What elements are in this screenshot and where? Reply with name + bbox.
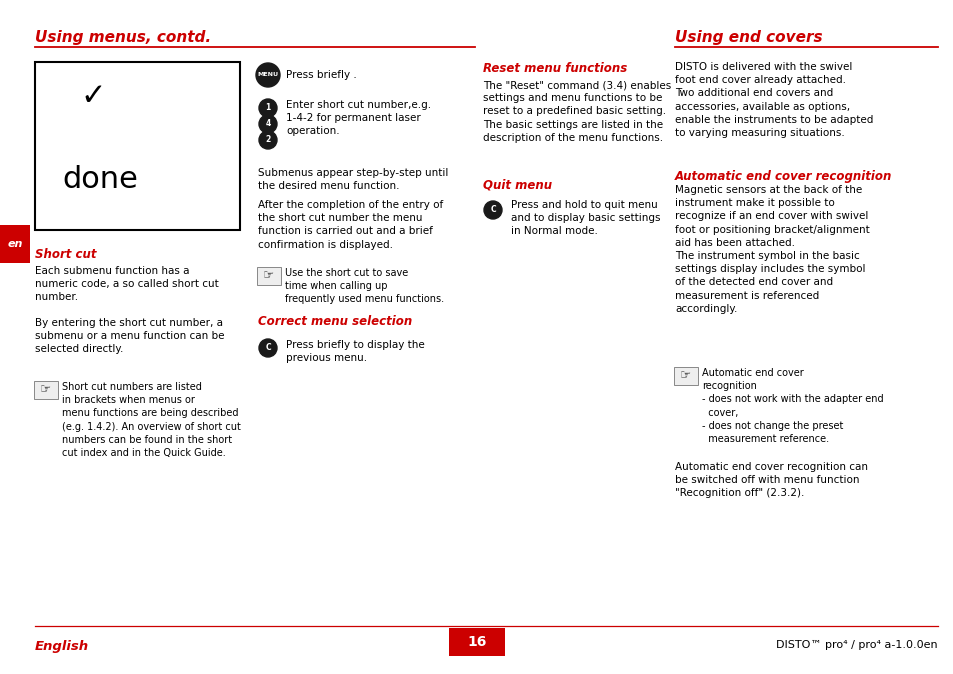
Text: C: C <box>265 344 271 353</box>
Text: Automatic end cover
recognition
- does not work with the adapter end
  cover,
- : Automatic end cover recognition - does n… <box>701 368 882 444</box>
Text: Magnetic sensors at the back of the
instrument make it possible to
recognize if : Magnetic sensors at the back of the inst… <box>675 185 869 314</box>
Text: done: done <box>62 165 138 194</box>
Text: English: English <box>35 640 89 653</box>
FancyBboxPatch shape <box>256 267 281 285</box>
Circle shape <box>258 131 276 149</box>
Text: Enter short cut number,e.g.
1-4-2 for permanent laser
operation.: Enter short cut number,e.g. 1-4-2 for pe… <box>286 100 431 136</box>
Text: C: C <box>490 206 496 214</box>
Circle shape <box>255 63 280 87</box>
FancyBboxPatch shape <box>449 628 504 656</box>
Text: Each submenu function has a
numeric code, a so called short cut
number.: Each submenu function has a numeric code… <box>35 266 218 303</box>
Text: ☞: ☞ <box>40 384 51 396</box>
Circle shape <box>483 201 501 219</box>
Text: Press briefly to display the
previous menu.: Press briefly to display the previous me… <box>286 340 424 363</box>
FancyBboxPatch shape <box>0 225 30 263</box>
Text: Correct menu selection: Correct menu selection <box>257 315 412 328</box>
Text: The "Reset" command (3.4) enables
settings and menu functions to be
reset to a p: The "Reset" command (3.4) enables settin… <box>482 80 671 143</box>
Text: By entering the short cut number, a
submenu or a menu function can be
selected d: By entering the short cut number, a subm… <box>35 318 224 355</box>
Text: Press and hold to quit menu
and to display basic settings
in Normal mode.: Press and hold to quit menu and to displ… <box>511 200 659 237</box>
Text: Reset menu functions: Reset menu functions <box>482 62 626 75</box>
Text: DISTO is delivered with the swivel
foot end cover already attached.
Two addition: DISTO is delivered with the swivel foot … <box>675 62 872 138</box>
Text: 1: 1 <box>265 104 271 113</box>
Text: Short cut numbers are listed
in brackets when menus or
menu functions are being : Short cut numbers are listed in brackets… <box>62 382 240 458</box>
Circle shape <box>258 99 276 117</box>
Text: Automatic end cover recognition can
be switched off with menu function
"Recognit: Automatic end cover recognition can be s… <box>675 462 867 498</box>
Text: Short cut: Short cut <box>35 248 96 261</box>
Text: en: en <box>8 239 23 249</box>
Text: Quit menu: Quit menu <box>482 178 552 191</box>
Text: Using end covers: Using end covers <box>675 30 821 45</box>
Text: DISTO™ pro⁴ / pro⁴ a-1.0.0en: DISTO™ pro⁴ / pro⁴ a-1.0.0en <box>776 640 937 650</box>
Text: 16: 16 <box>467 635 486 649</box>
Text: ☞: ☞ <box>679 369 691 383</box>
Circle shape <box>258 339 276 357</box>
FancyBboxPatch shape <box>673 367 698 385</box>
FancyBboxPatch shape <box>35 62 240 230</box>
Text: ☞: ☞ <box>263 270 274 282</box>
Text: Press briefly .: Press briefly . <box>286 70 356 80</box>
Text: ✓: ✓ <box>80 82 106 111</box>
Text: Automatic end cover recognition: Automatic end cover recognition <box>675 170 891 183</box>
Text: 2: 2 <box>265 135 271 144</box>
Text: After the completion of the entry of
the short cut number the menu
function is c: After the completion of the entry of the… <box>257 200 443 249</box>
Text: MENU: MENU <box>257 73 278 78</box>
Text: Submenus appear step-by-step until
the desired menu function.: Submenus appear step-by-step until the d… <box>257 168 448 191</box>
FancyBboxPatch shape <box>34 381 58 399</box>
Text: Use the short cut to save
time when calling up
frequently used menu functions.: Use the short cut to save time when call… <box>285 268 444 305</box>
Text: Using menus, contd.: Using menus, contd. <box>35 30 211 45</box>
Text: 4: 4 <box>265 119 271 129</box>
Circle shape <box>258 115 276 133</box>
